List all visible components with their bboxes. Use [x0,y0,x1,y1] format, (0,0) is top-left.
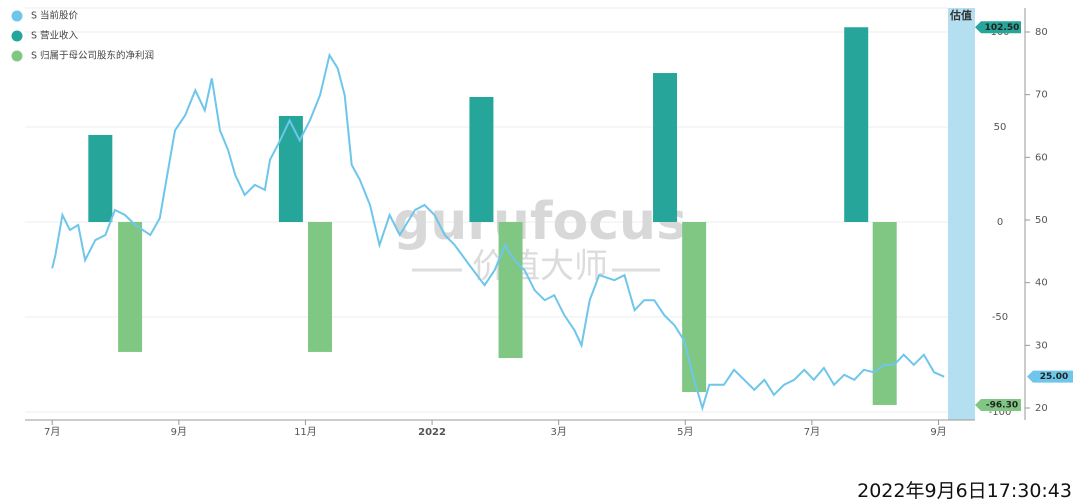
x-tick-label: 7月 [44,426,60,438]
legend-swatch [11,30,23,42]
bar [872,222,897,405]
bar [653,73,678,222]
x-tick-label: 9月 [171,426,187,438]
bar [118,222,143,352]
y2-tick-label: 60 [1035,152,1048,163]
valuation-label: 估值 [949,8,972,22]
y2-tick-label: 80 [1035,27,1048,38]
y2-tick-label: 20 [1035,403,1048,414]
timestamp: 2022年9月6日17:30:43 [857,480,1072,502]
axis-tag [1027,370,1073,383]
legend-swatch [11,10,23,22]
axis-tag-label: -96.30 [986,400,1018,410]
x-tick-label: 11月 [294,426,317,438]
price-line [51,52,945,412]
bar [88,134,113,222]
y2-tick-label: 30 [1035,340,1048,351]
x-tick-label: 3月 [550,426,566,438]
chart: 估值 gurufocus 价值大师 -100-50050100203040506… [11,7,1073,438]
watermark: gurufocus [393,192,687,252]
x-tick-label: 9月 [930,426,946,438]
axis-tag-label: 25.00 [1040,372,1068,382]
x-tick-label: 5月 [677,426,693,438]
legend-label: S 营业收入 [31,30,79,42]
bar [498,222,523,359]
axis-tag [975,21,1021,34]
y2-tick-label: 50 [1035,215,1048,226]
axis-tag-label: 102.50 [985,23,1020,33]
watermark: 价值大师 [472,247,608,287]
legend-label: S 当前股价 [31,10,79,22]
y2-tick-label: 40 [1035,278,1048,289]
y-tick-label: -100 [989,407,1012,418]
legend-swatch [11,50,23,62]
bar [844,27,869,222]
bar [682,222,707,393]
x-tick-label: 7月 [804,426,820,438]
y-tick-label: 0 [997,217,1003,228]
axis-tag [975,398,1021,411]
legend-label: S 归属于母公司股东的净利润 [31,50,154,62]
bar [469,96,494,222]
y-tick-label: 50 [994,122,1007,133]
bar [308,222,333,352]
y2-tick-label: 70 [1035,90,1048,101]
valuation-band [948,8,975,420]
bar [278,115,303,222]
y-tick-label: -50 [992,312,1008,323]
x-tick-label: 2022 [418,427,446,438]
